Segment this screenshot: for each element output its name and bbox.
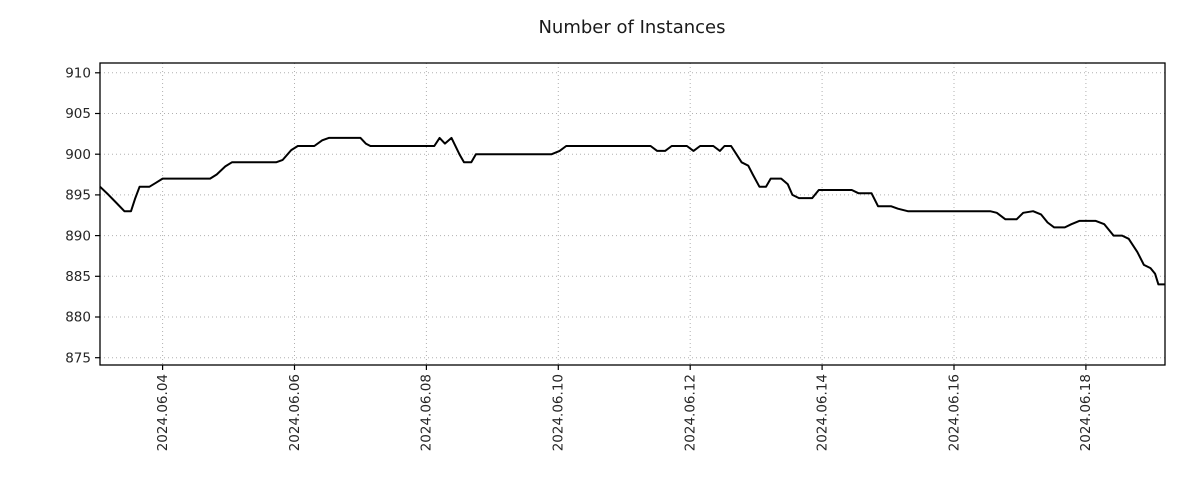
plot-area: 875 880 885 890 895 900 905 910 2024.06.04 2024.0… bbox=[65, 62, 1166, 451]
y-tick-label: 905 bbox=[65, 106, 91, 122]
x-tick-label: 2024.06.08 bbox=[419, 374, 435, 451]
chart-title: Number of Instances bbox=[538, 17, 725, 38]
x-tick-label: 2024.06.10 bbox=[551, 374, 567, 451]
y-tick-label: 880 bbox=[65, 310, 91, 326]
series-instances bbox=[99, 136, 1165, 286]
y-tick-label: 885 bbox=[65, 269, 91, 285]
y-tick-label: 895 bbox=[65, 188, 91, 204]
y-tick-label: 900 bbox=[65, 147, 91, 163]
x-tick-label: 2024.06.06 bbox=[287, 374, 303, 451]
x-tick-label: 2024.06.18 bbox=[1078, 374, 1094, 451]
x-tick-label: 2024.06.16 bbox=[946, 374, 962, 451]
plot-border bbox=[99, 62, 1166, 366]
y-tick-label: 910 bbox=[65, 66, 91, 82]
x-tick-label: 2024.06.14 bbox=[814, 374, 830, 451]
x-tick-label: 2024.06.04 bbox=[155, 374, 171, 451]
x-tick-label: 2024.06.12 bbox=[683, 374, 699, 451]
y-tick-label: 875 bbox=[65, 350, 91, 366]
y-tick-label: 890 bbox=[65, 228, 91, 244]
